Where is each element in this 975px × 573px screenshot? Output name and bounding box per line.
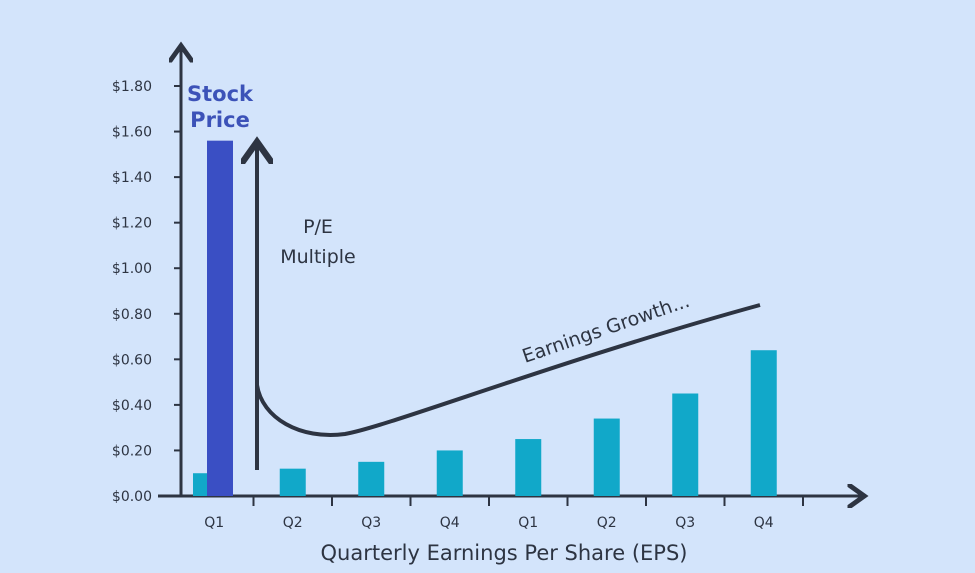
- y-tick-label: $0.40: [112, 398, 152, 414]
- eps-bar: [593, 418, 620, 496]
- eps-bar: [358, 461, 385, 496]
- stock-price-bar: [207, 140, 233, 496]
- y-tick-label: $1.60: [112, 125, 152, 141]
- y-tick-label: $1.80: [112, 79, 152, 95]
- pe-multiple-label-line1: P/E: [303, 216, 333, 238]
- y-tick-label: $0.00: [112, 489, 152, 505]
- x-category-label: Q3: [361, 515, 381, 531]
- eps-bar: [279, 468, 306, 496]
- y-tick-label: $0.60: [112, 352, 152, 368]
- eps-bar: [750, 350, 777, 496]
- x-ticks: Q1 Q2 Q3 Q4 Q1 Q2 Q3 Q4: [204, 496, 804, 531]
- x-category-label: Q4: [754, 515, 774, 531]
- y-tick-label: $1.40: [112, 170, 152, 186]
- bars: [193, 140, 777, 496]
- stock-price-label-line1: Stock: [187, 82, 254, 106]
- x-category-label: Q4: [440, 515, 460, 531]
- eps-bar: [193, 473, 209, 496]
- stock-price-label-line2: Price: [190, 108, 250, 132]
- y-tick-label: $1.20: [112, 216, 152, 232]
- y-tick-label: $0.80: [112, 307, 152, 323]
- pe-multiple-label-line2: Multiple: [280, 246, 355, 268]
- x-category-label: Q2: [597, 515, 617, 531]
- earnings-growth-label: Earnings Growth...: [519, 290, 692, 368]
- x-category-label: Q1: [204, 515, 224, 531]
- eps-bar: [672, 393, 699, 496]
- y-tick-label: $1.00: [112, 261, 152, 277]
- x-axis-title: Quarterly Earnings Per Share (EPS): [321, 541, 688, 565]
- eps-bar: [515, 439, 542, 496]
- x-category-label: Q2: [283, 515, 303, 531]
- y-tick-label: $0.20: [112, 443, 152, 459]
- x-category-label: Q1: [518, 515, 538, 531]
- eps-bar: [436, 450, 463, 496]
- pe-earnings-curve: [255, 303, 761, 470]
- y-ticks: $0.00 $0.20 $0.40 $0.60 $0.80 $1.00 $1.20 $1.40…: [112, 79, 181, 505]
- x-category-label: Q3: [675, 515, 695, 531]
